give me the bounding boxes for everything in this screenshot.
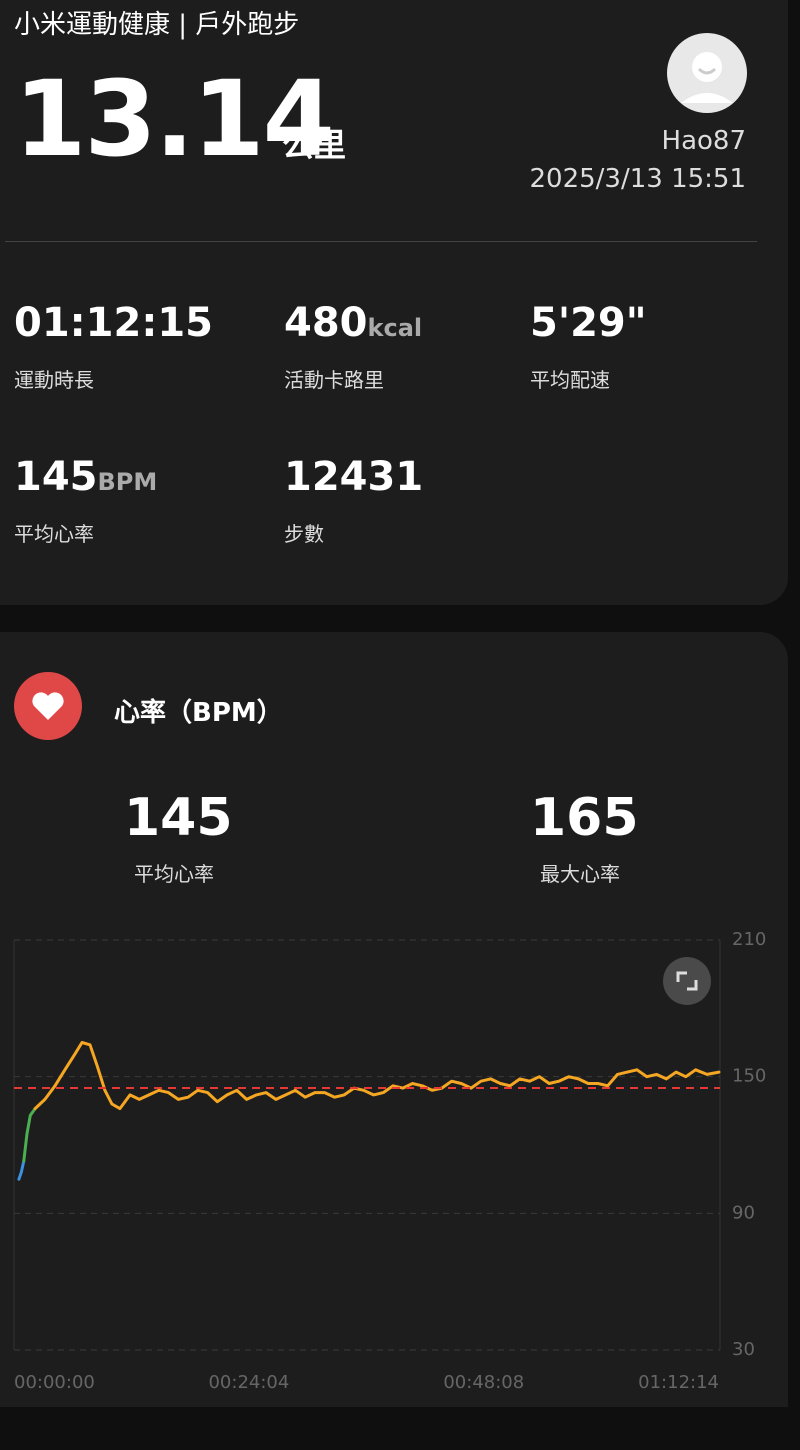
stat-number: 01:12:15 <box>14 300 213 346</box>
heart-icon <box>14 672 82 740</box>
heart-rate-chart: 30 90 150 210 00:00:00 00:24:04 00:48:08 01:12:… <box>13 929 766 1393</box>
avg-hr: 145 <box>124 788 233 848</box>
avg-hr-label-text: 平均心率 <box>134 862 214 886</box>
y-tick-label: 90 <box>732 1202 755 1223</box>
x-tick-label: 00:00:00 <box>14 1372 95 1393</box>
stat-number: 5'29" <box>530 300 647 346</box>
avg-hr-label: 平均心率 <box>124 858 224 887</box>
x-tick-label: 00:48:08 <box>443 1372 524 1393</box>
stat-number: 145 <box>14 454 98 500</box>
stat-number: 480 <box>284 300 368 346</box>
hr-line <box>22 1107 37 1163</box>
stat-value: 145BPM <box>14 454 157 500</box>
stat-unit: BPM <box>97 468 158 496</box>
distance: 13.14 <box>14 58 335 180</box>
heart-card <box>0 632 788 1407</box>
x-tick-label: 00:24:04 <box>208 1372 289 1393</box>
stat-value: 480kcal <box>284 300 422 346</box>
max-hr-label: 最大心率 <box>530 858 630 887</box>
heart-title: 心率（BPM） <box>114 698 283 728</box>
max-hr-label-text: 最大心率 <box>540 862 620 886</box>
divider <box>5 241 757 242</box>
stat-label: 平均配速 <box>530 368 610 392</box>
expand-button[interactable] <box>663 957 711 1005</box>
max-hr: 165 <box>530 788 639 848</box>
y-tick-label: 150 <box>732 1066 766 1087</box>
stat-value: 01:12:15 <box>14 300 213 346</box>
stat-label: 運動時長 <box>14 368 94 392</box>
stat-label: 步數 <box>284 522 324 546</box>
y-tick-label: 210 <box>732 929 766 950</box>
x-tick-label: 01:12:14 <box>638 1372 719 1393</box>
distance-unit: 公里 <box>282 126 347 164</box>
user-name: Hao87 <box>661 126 746 156</box>
title: 小米運動健康 | 戶外跑步 <box>14 10 300 40</box>
avatar[interactable] <box>667 33 747 113</box>
hr-line <box>17 1159 26 1181</box>
stat-value: 12431 <box>284 454 423 500</box>
hr-line <box>33 1041 721 1111</box>
stat-number: 12431 <box>284 454 424 500</box>
datetime: 2025/3/13 15:51 <box>529 164 746 194</box>
stat-label: 平均心率 <box>14 522 94 546</box>
stat-unit: kcal <box>367 314 423 342</box>
expand-icon <box>676 971 698 991</box>
y-tick-label: 30 <box>732 1339 755 1360</box>
summary-card <box>0 0 788 605</box>
stat-value: 5'29" <box>530 300 647 346</box>
stat-label: 活動卡路里 <box>284 368 384 392</box>
